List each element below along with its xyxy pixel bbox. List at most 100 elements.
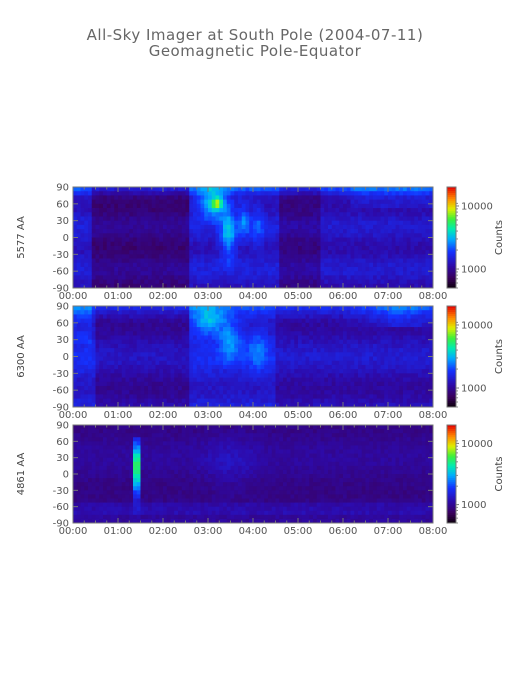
heatmap-cell	[331, 306, 336, 311]
heatmap-cell	[350, 331, 355, 336]
heatmap-cell	[429, 369, 434, 374]
heatmap-cell	[91, 262, 96, 268]
heatmap-cell	[268, 314, 273, 320]
heatmap-cell	[204, 335, 209, 341]
heatmap-cell	[118, 241, 123, 247]
heatmap-cell	[328, 385, 333, 391]
colorbar-segment	[447, 209, 456, 212]
heatmap-cell	[136, 254, 141, 259]
heatmap-cell	[76, 275, 81, 280]
heatmap-cell	[238, 258, 243, 264]
heatmap-cell	[279, 187, 284, 192]
heatmap-cell	[361, 381, 366, 387]
heatmap-cell	[403, 314, 408, 320]
heatmap-cell	[429, 310, 434, 315]
heatmap-cell	[88, 203, 93, 209]
heatmap-cell	[316, 199, 321, 205]
heatmap-cell	[294, 187, 299, 192]
heatmap-cell	[121, 233, 126, 238]
heatmap-cell	[170, 199, 175, 205]
heatmap-cell	[283, 398, 288, 404]
heatmap-cell	[268, 233, 273, 238]
heatmap-cell	[346, 283, 351, 289]
heatmap-cell	[339, 254, 344, 259]
heatmap-cell	[399, 258, 404, 264]
heatmap-cell	[301, 343, 306, 349]
heatmap-cell	[313, 254, 318, 259]
heatmap-cell	[159, 369, 164, 374]
heatmap-cell	[335, 212, 340, 217]
heatmap-cell	[256, 271, 261, 276]
heatmap-cell	[354, 279, 359, 285]
heatmap-cell	[324, 390, 329, 395]
heatmap-cell	[200, 199, 205, 205]
heatmap-cell	[91, 220, 96, 226]
heatmap-cell	[148, 279, 153, 285]
heatmap-cell	[76, 356, 81, 362]
heatmap-cell	[189, 322, 194, 328]
heatmap-cell	[181, 237, 186, 243]
heatmap-cell	[313, 364, 318, 370]
heatmap-cell	[324, 266, 329, 272]
heatmap-cell	[414, 385, 419, 391]
heatmap-cell	[339, 187, 344, 192]
heatmap-cell	[369, 224, 374, 230]
heatmap-cell	[298, 402, 303, 408]
heatmap-cell	[335, 233, 340, 238]
heatmap-cell	[354, 339, 359, 345]
heatmap-cell	[406, 364, 411, 370]
heatmap-cell	[163, 360, 168, 366]
heatmap-cell	[328, 314, 333, 320]
heatmap-cell	[290, 254, 295, 259]
heatmap-cell	[215, 394, 220, 399]
heatmap-cell	[399, 199, 404, 205]
heatmap-cell	[361, 377, 366, 383]
heatmap-cell	[163, 224, 168, 230]
heatmap-cell	[275, 191, 280, 196]
colorbar-segment	[447, 267, 456, 271]
heatmap-cell	[391, 310, 396, 315]
heatmap-cell	[290, 364, 295, 370]
heatmap-cell	[335, 385, 340, 391]
heatmap-cell	[136, 343, 141, 349]
heatmap-cell	[410, 245, 415, 251]
heatmap-cell	[118, 216, 123, 222]
heatmap-cell	[271, 348, 276, 353]
heatmap-cell	[208, 310, 213, 315]
heatmap-cell	[264, 245, 269, 251]
heatmap-cell	[354, 373, 359, 378]
heatmap-cell	[178, 262, 183, 268]
heatmap-cell	[264, 220, 269, 226]
heatmap-cell	[204, 266, 209, 272]
heatmap-cell	[223, 250, 228, 255]
heatmap-cell	[253, 191, 258, 196]
heatmap-cell	[331, 283, 336, 289]
heatmap-cell	[290, 348, 295, 353]
heatmap-cell	[73, 266, 78, 272]
heatmap-cell	[193, 266, 198, 272]
heatmap-cell	[84, 220, 89, 226]
heatmap-cell	[309, 343, 314, 349]
heatmap-cell	[305, 258, 310, 264]
heatmap-cell	[170, 339, 175, 345]
heatmap-cell	[369, 339, 374, 345]
heatmap-cell	[148, 398, 153, 404]
heatmap-cell	[361, 250, 366, 255]
heatmap-cell	[294, 377, 299, 383]
heatmap-cell	[151, 271, 156, 276]
heatmap-cell	[425, 237, 430, 243]
colorbar-segment	[447, 394, 456, 398]
heatmap-cell	[410, 216, 415, 222]
y-tick-label: -60	[53, 386, 69, 397]
heatmap-cell	[200, 241, 205, 247]
heatmap-cell	[346, 250, 351, 255]
heatmap-cell	[106, 233, 111, 238]
heatmap-cell	[215, 241, 220, 247]
heatmap-cell	[193, 245, 198, 251]
heatmap-cell	[324, 385, 329, 391]
heatmap-cell	[215, 254, 220, 259]
heatmap-cell	[331, 279, 336, 285]
heatmap-cell	[376, 187, 381, 192]
heatmap-cell	[196, 187, 201, 192]
heatmap-cell	[238, 339, 243, 345]
